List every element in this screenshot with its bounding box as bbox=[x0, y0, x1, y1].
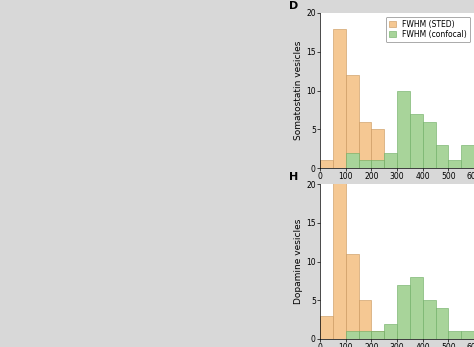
Bar bbox=[333, 28, 346, 168]
Bar bbox=[423, 300, 436, 339]
Bar bbox=[384, 160, 397, 168]
Bar bbox=[436, 145, 448, 168]
Text: D: D bbox=[289, 1, 299, 11]
Bar bbox=[448, 160, 461, 168]
Bar bbox=[358, 331, 371, 339]
Bar bbox=[371, 331, 384, 339]
Bar bbox=[436, 308, 448, 339]
Y-axis label: Dopamine vesicles: Dopamine vesicles bbox=[294, 219, 303, 304]
Bar bbox=[397, 91, 410, 168]
Bar bbox=[346, 254, 358, 339]
Bar bbox=[358, 121, 371, 168]
Y-axis label: Somatostatin vesicles: Somatostatin vesicles bbox=[294, 41, 303, 140]
Bar bbox=[358, 160, 371, 168]
Bar bbox=[448, 331, 461, 339]
Bar bbox=[346, 75, 358, 168]
Bar bbox=[320, 160, 333, 168]
Bar bbox=[423, 121, 436, 168]
Bar bbox=[384, 152, 397, 168]
Bar bbox=[371, 129, 384, 168]
Bar bbox=[397, 285, 410, 339]
Bar bbox=[461, 145, 474, 168]
Bar bbox=[384, 323, 397, 339]
Text: H: H bbox=[289, 172, 299, 181]
Legend: FWHM (STED), FWHM (confocal): FWHM (STED), FWHM (confocal) bbox=[385, 17, 470, 42]
Bar bbox=[410, 277, 423, 339]
Bar bbox=[371, 331, 384, 339]
Bar bbox=[320, 316, 333, 339]
Bar bbox=[346, 152, 358, 168]
Bar bbox=[410, 114, 423, 168]
Bar bbox=[461, 331, 474, 339]
Bar bbox=[358, 300, 371, 339]
Bar bbox=[384, 331, 397, 339]
Bar bbox=[371, 160, 384, 168]
Bar bbox=[346, 331, 358, 339]
Bar bbox=[333, 176, 346, 339]
